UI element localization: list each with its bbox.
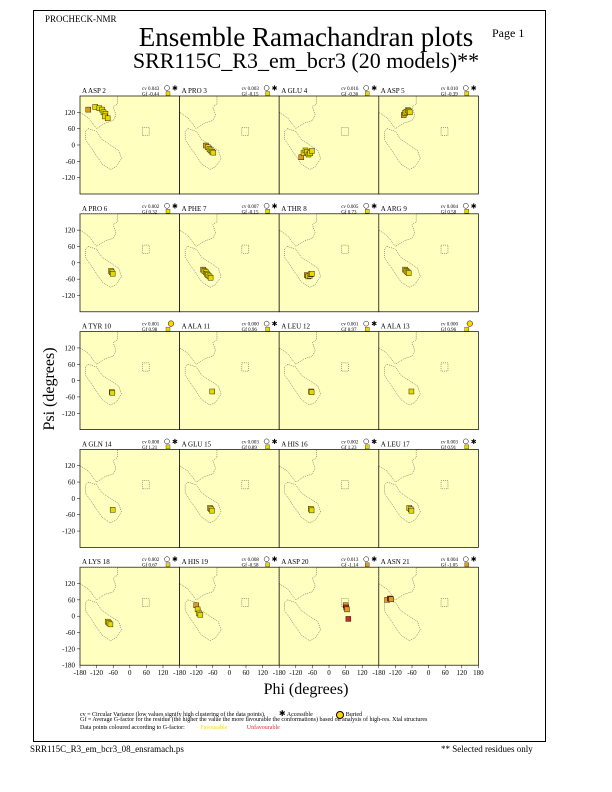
legend-colour-text: Data points coloured according to G-fact… [80, 725, 185, 731]
page-label: Page 1 [492, 26, 525, 40]
legend-unfavourable: Unfavourable [246, 725, 280, 731]
legend-colour: Data points coloured according to G-fact… [80, 725, 280, 731]
page-frame [33, 10, 546, 742]
legend-buried: Buried [345, 712, 363, 718]
legend-cv-text: cv = Circular Variance (low values signi… [80, 712, 266, 718]
chart-title: Ensemble Ramachandran plots [138, 22, 474, 52]
legend-cv: cv = Circular Variance (low values signi… [80, 709, 362, 719]
legend-gf-text: Gf = Average G-factor for the residue (t… [80, 717, 428, 723]
header-tag: PROCHECK-NMR [45, 14, 117, 24]
y-axis-label: Psi (degrees) [41, 347, 58, 431]
accessible-icon: ✱ [278, 709, 286, 718]
x-axis-label: Phi (degrees) [263, 681, 349, 698]
legend-accessible: Accessible [286, 712, 313, 718]
chart-subtitle: SRR115C_R3_em_bcr3 (20 models)** [132, 48, 480, 73]
footer-filename: SRR115C_R3_em_bcr3_08_ensramach.ps [30, 744, 184, 754]
legend-favourable: Favourable [200, 725, 228, 731]
footer-note: ** Selected residues only [441, 744, 533, 754]
